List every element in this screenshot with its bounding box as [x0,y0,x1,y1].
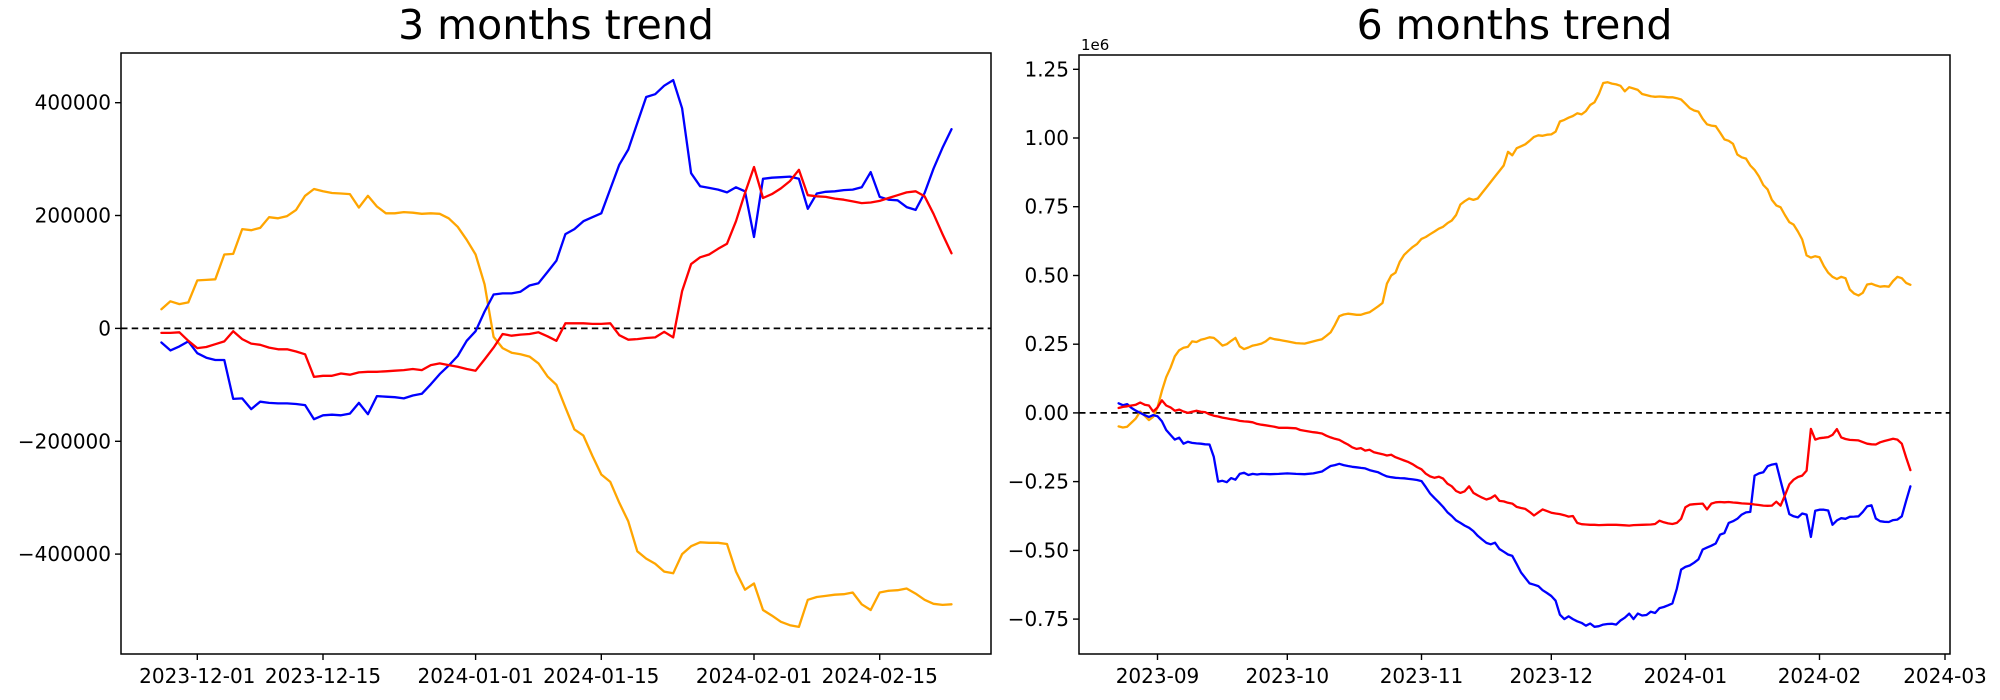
x-tick-label: 2024-03 [1903,664,1987,688]
x-tick-label: 2023-10 [1246,664,1330,688]
y-axis-offset-label-1e6: 1e6 [1081,36,1110,54]
x-tick-label: 2023-12 [1510,664,1594,688]
y-tick-label: 0.25 [1024,332,1069,356]
chart-title-6-months-trend: 6 months trend [1356,1,1673,49]
y-tick-label: −0.25 [1008,470,1069,494]
y-tick-label: −400000 [18,542,111,566]
x-tick-label: 2024-01 [1644,664,1728,688]
y-tick-label: 0 [98,316,111,340]
plot-border [120,52,992,655]
series-line-blue [1117,402,1912,628]
y-tick-label: 0.50 [1024,264,1069,288]
x-tick-label: 2024-02-15 [822,664,938,688]
x-tick-label: 2023-11 [1380,664,1464,688]
x-tick-label: 2023-12-15 [265,664,381,688]
y-tick-label: 0.75 [1024,195,1069,219]
x-tick-label: 2024-01-15 [543,664,659,688]
y-tick-label: −0.75 [1008,607,1069,631]
series-line-orange [1117,81,1912,429]
y-tick-label: 1.00 [1024,126,1069,150]
series-line-red [1117,399,1912,527]
x-tick-label: 2024-01-01 [417,664,533,688]
plot-border [1078,54,1951,655]
y-tick-label: −0.50 [1008,538,1069,562]
y-tick-label: 200000 [35,204,111,228]
y-tick-label: −200000 [18,429,111,453]
chart-title-3-months-trend: 3 months trend [398,1,714,49]
y-tick-label: 1.25 [1024,57,1069,81]
y-tick-label: 400000 [35,91,111,115]
series-line-orange [160,187,953,629]
series-line-blue [160,78,953,421]
y-tick-label: 0.00 [1024,401,1069,425]
chart-0-3-months-trend: 400000 200000 0 −200000 −400000 2023-12-01 202… [18,52,992,688]
chart-1-6-months-trend: 1.25 1.00 0.75 0.50 0.25 0.00 −0.25 −0.50 −0.75 2… [1008,54,1987,688]
series-line-red [160,165,953,379]
x-tick-label: 2024-02-01 [696,664,812,688]
x-tick-label: 2023-12-01 [139,664,255,688]
x-tick-label: 2024-02 [1778,664,1862,688]
x-tick-label: 2023-09 [1116,664,1200,688]
